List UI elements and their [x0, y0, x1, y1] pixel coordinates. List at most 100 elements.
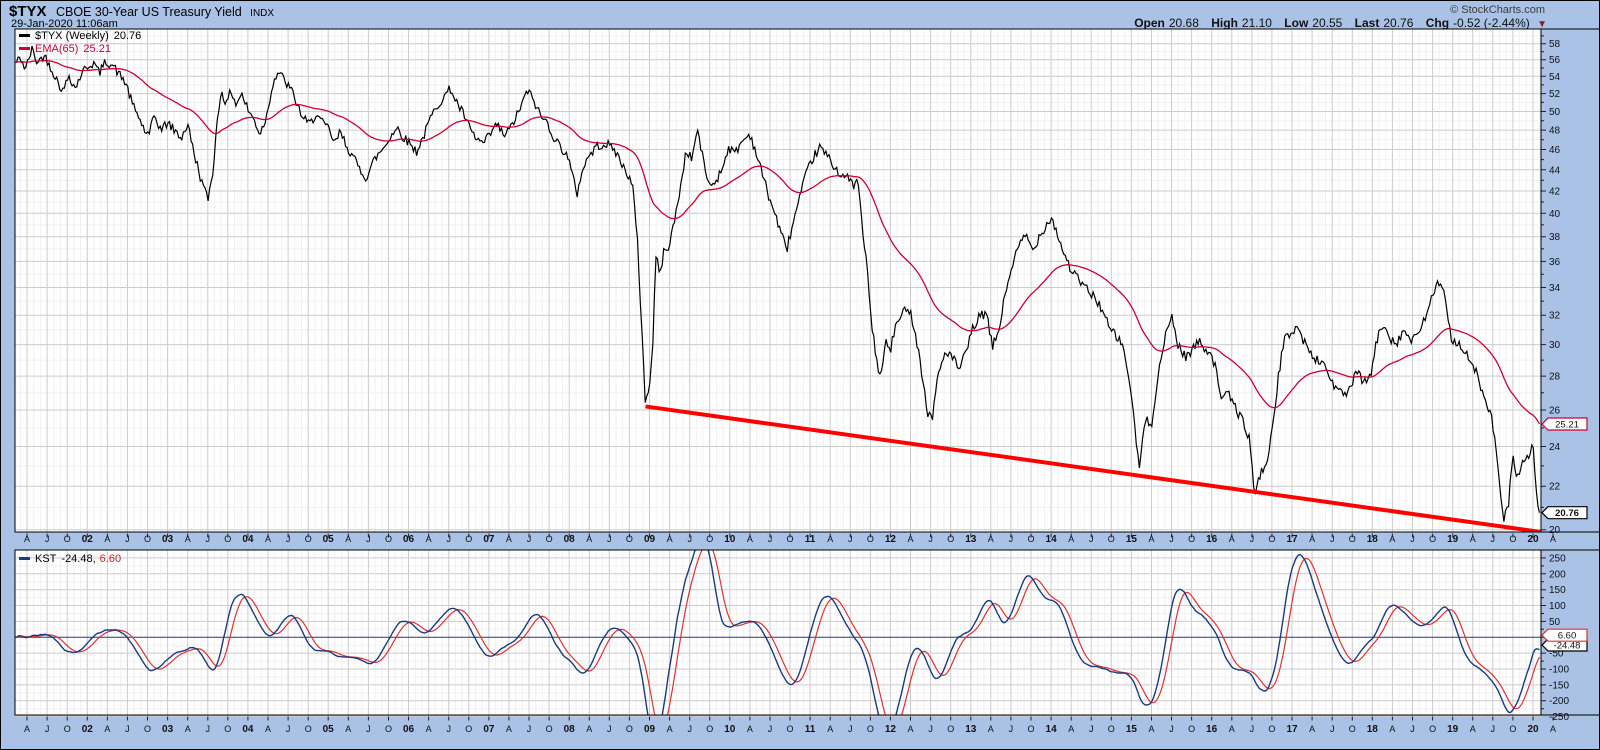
- price-legend: $TYX (Weekly) 20.76 EMA(65) 25.21: [19, 30, 141, 56]
- kst-axis-label: -50: [1549, 649, 1564, 660]
- x-axis-label: 05: [323, 534, 335, 545]
- x-axis-label: J: [125, 724, 130, 734]
- x-axis-label: O: [1108, 724, 1115, 734]
- x-axis-label: O: [224, 724, 231, 734]
- x-axis-label: O: [305, 724, 312, 734]
- x-axis-ticks: [26, 716, 1554, 721]
- kst-axis-label: 150: [1549, 585, 1566, 596]
- legend-ema-row: EMA(65) 25.21: [19, 43, 141, 56]
- x-axis-label: 17: [1286, 724, 1298, 735]
- price-panel-border: [14, 28, 1542, 533]
- x-axis-label: 02: [82, 534, 94, 545]
- x-axis-label: A: [1470, 724, 1476, 734]
- x-axis-label: 20: [1527, 534, 1539, 545]
- x-axis-label: 02: [82, 724, 94, 735]
- price-line: [15, 45, 1540, 522]
- x-axis-label: J: [1491, 724, 1496, 734]
- x-axis-label: J: [768, 534, 773, 544]
- chart-header: $TYX CBOE 30-Year US Treasury Yield INDX: [9, 3, 274, 20]
- x-axis-label: J: [1169, 534, 1174, 544]
- price-axis-label: 48: [1549, 126, 1561, 137]
- price-axis-label: 50: [1549, 107, 1561, 118]
- price-axis-label: 44: [1549, 165, 1561, 176]
- kst-axis-label: 100: [1549, 601, 1566, 612]
- price-axis-label: 56: [1549, 55, 1561, 66]
- x-axis-label: J: [1491, 534, 1496, 544]
- x-axis-label: J: [607, 724, 612, 734]
- x-axis-label: O: [305, 534, 312, 544]
- kst-signal-box-text: 6.60: [1558, 631, 1577, 642]
- x-axis-label: A: [1229, 534, 1235, 544]
- x-axis-label: A: [907, 534, 913, 544]
- x-axis-label: 09: [644, 534, 656, 545]
- x-axis-label: J: [687, 534, 692, 544]
- x-axis-label: O: [224, 534, 231, 544]
- x-axis-label: J: [206, 724, 211, 734]
- x-axis-label: 10: [724, 724, 736, 735]
- x-axis-label: A: [1309, 534, 1315, 544]
- x-axis-label: O: [947, 534, 954, 544]
- x-axis-label: A: [104, 534, 110, 544]
- chevron-down-icon[interactable]: ▼: [1537, 19, 1547, 30]
- x-axis-label: A: [345, 534, 351, 544]
- kst-signal-box: [1541, 628, 1588, 642]
- last-label: Last: [1354, 16, 1380, 30]
- x-axis-label: J: [1250, 724, 1255, 734]
- kst-axis-label: 200: [1549, 569, 1566, 580]
- chg-label: Chg: [1425, 16, 1450, 30]
- x-axis-label: J: [1410, 724, 1415, 734]
- x-axis-label: O: [1108, 534, 1115, 544]
- low-label: Low: [1284, 16, 1309, 30]
- x-axis-label: O: [64, 534, 71, 544]
- ema-series-name: EMA(65): [35, 43, 79, 55]
- timestamp: 29-Jan-2020 11:06am: [11, 18, 118, 30]
- x-axis-label: O: [786, 534, 793, 544]
- x-axis-label: A: [827, 534, 833, 544]
- x-axis-label: O: [1509, 724, 1516, 734]
- x-axis-label: J: [446, 724, 451, 734]
- x-axis-label: A: [24, 534, 30, 544]
- x-axis-label: A: [1229, 724, 1235, 734]
- legend-price-row: $TYX (Weekly) 20.76: [19, 30, 141, 43]
- x-axis-label: 15: [1126, 534, 1138, 545]
- x-axis-label: 03: [162, 534, 174, 545]
- x-axis-label: O: [947, 724, 954, 734]
- x-axis-label: 08: [564, 534, 576, 545]
- x-axis-label: 11: [805, 724, 816, 735]
- x-axis-label: 03: [162, 724, 174, 735]
- x-axis-label: A: [1068, 724, 1074, 734]
- x-axis-label: A: [667, 534, 673, 544]
- x-axis-label: A: [265, 724, 271, 734]
- x-axis-label: J: [928, 534, 933, 544]
- x-axis-label: A: [667, 724, 673, 734]
- x-axis-label: 13: [965, 724, 977, 735]
- x-axis-label: O: [1188, 724, 1195, 734]
- x-axis-label: J: [527, 724, 532, 734]
- kst-axis-label: -100: [1549, 665, 1569, 676]
- x-axis-label: 16: [1206, 534, 1218, 545]
- x-axis-label: A: [907, 724, 913, 734]
- stockcharts-watermark: © StockCharts.com: [1450, 4, 1545, 16]
- x-axis-label: O: [144, 724, 151, 734]
- ema-line-swatch: [19, 46, 30, 50]
- x-axis-label: O: [706, 724, 713, 734]
- price-axis-label: 54: [1549, 72, 1561, 83]
- price-axis-label: 32: [1549, 311, 1561, 322]
- kst-axis-label: 250: [1549, 553, 1566, 564]
- x-axis-label: O: [1027, 534, 1034, 544]
- x-axis-label: J: [125, 534, 130, 544]
- kst-axis-label: -250: [1549, 712, 1569, 723]
- x-axis-label: J: [45, 534, 50, 544]
- x-axis-label: A: [827, 724, 833, 734]
- price-axis-ticks: [1541, 35, 1546, 531]
- price-axis-label: 52: [1549, 89, 1561, 100]
- symbol: $TYX: [9, 3, 47, 20]
- kst-signal-line: [15, 550, 1540, 715]
- x-axis-label: J: [527, 534, 532, 544]
- x-axis-label: O: [867, 534, 874, 544]
- x-axis-label: J: [848, 534, 853, 544]
- x-axis-label: J: [607, 534, 612, 544]
- x-axis-label: 14: [1046, 534, 1058, 545]
- price-axis-label: 20: [1549, 525, 1561, 536]
- x-axis-label: A: [1148, 724, 1154, 734]
